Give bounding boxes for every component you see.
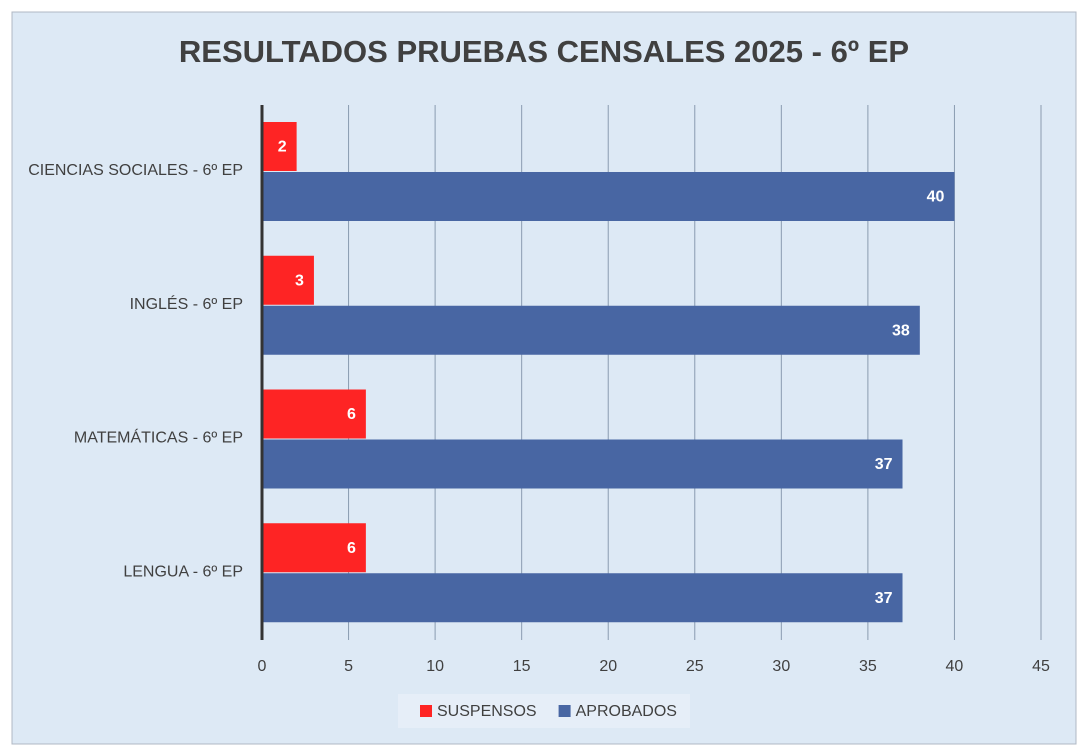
x-tick-label: 15 [513, 658, 531, 675]
bar [262, 255, 314, 305]
x-tick-label: 0 [258, 658, 267, 675]
data-label: 2 [278, 139, 287, 156]
y-tick-label: MATEMÁTICAS - 6º EP [74, 428, 243, 447]
chart-title: RESULTADOS PRUEBAS CENSALES 2025 - 6º EP [179, 34, 909, 69]
x-tick-label: 20 [599, 658, 617, 675]
chart-background [11, 11, 1077, 745]
data-label: 40 [927, 189, 945, 206]
x-tick-label: 30 [772, 658, 790, 675]
y-tick-label: CIENCIAS SOCIALES - 6º EP [28, 162, 243, 179]
bar [262, 122, 297, 171]
legend-label: SUSPENSOS [437, 703, 537, 720]
bar [262, 305, 920, 355]
legend-label: APROBADOS [576, 703, 677, 720]
x-tick-label: 25 [686, 658, 704, 675]
x-tick-label: 40 [946, 658, 964, 675]
bar [262, 172, 955, 221]
data-label: 38 [892, 322, 910, 339]
data-label: 37 [875, 456, 893, 473]
y-tick-label: INGLÉS - 6º EP [130, 294, 243, 313]
data-label: 3 [295, 272, 304, 289]
bar [262, 523, 366, 573]
bar [262, 439, 903, 489]
legend-swatch [558, 705, 571, 717]
x-tick-label: 35 [859, 658, 877, 675]
legend-box [398, 694, 690, 728]
y-tick-label: LENGUA - 6º EP [123, 563, 243, 580]
data-label: 37 [875, 590, 893, 607]
data-label: 6 [347, 540, 356, 557]
legend-swatch [420, 705, 432, 717]
bar [262, 389, 366, 439]
data-label: 6 [347, 406, 356, 423]
x-tick-label: 10 [426, 658, 444, 675]
x-tick-label: 45 [1032, 658, 1050, 675]
x-tick-label: 5 [344, 658, 353, 675]
bar [262, 573, 903, 623]
